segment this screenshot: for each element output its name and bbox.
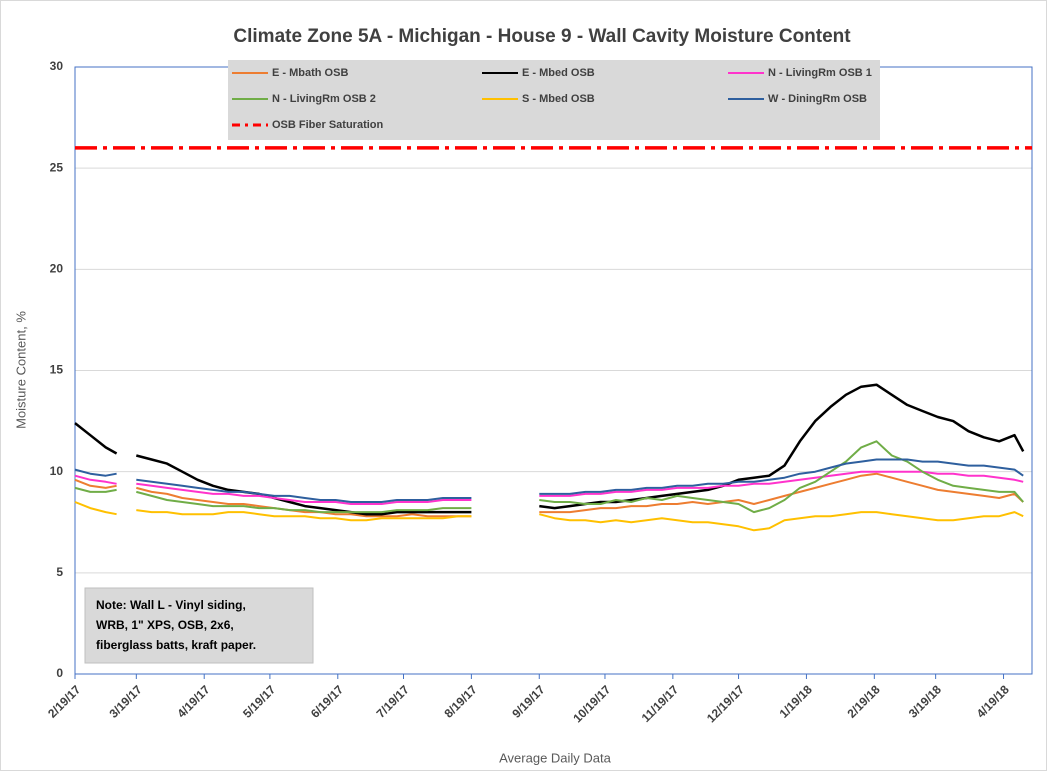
legend-box — [228, 60, 880, 140]
note: Note: Wall L - Vinyl siding, WRB, 1" XPS,… — [96, 598, 256, 652]
legend-label: S - Mbed OSB — [522, 93, 595, 105]
y-tick-label: 30 — [50, 59, 64, 73]
series-line — [74, 501, 1024, 532]
legend: E - Mbath OSB E - Mbed OSB N - LivingRm OS… — [232, 67, 872, 131]
y-tick-label: 5 — [56, 565, 63, 579]
y-tick-label: 10 — [50, 464, 64, 478]
note-text: fiberglass batts, kraft paper. — [96, 638, 256, 652]
note-text: WRB, 1" XPS, OSB, 2x6, — [96, 618, 234, 632]
y-tick-label: 0 — [56, 666, 63, 680]
note-text: Note: Wall L - Vinyl siding, — [96, 598, 246, 612]
series-line — [74, 440, 1024, 514]
legend-label: E - Mbed OSB — [522, 67, 595, 79]
series-line — [74, 470, 1024, 505]
y-tick-label: 15 — [50, 363, 64, 377]
y-axis-label: Moisture Content, % — [13, 311, 28, 429]
y-tick-label: 20 — [50, 262, 64, 276]
plot — [74, 146, 1032, 532]
chart-title: Climate Zone 5A - Michigan - House 9 - W… — [233, 26, 851, 47]
legend-label: W - DiningRm OSB — [768, 93, 867, 105]
legend-label: N - LivingRm OSB 1 — [768, 67, 872, 79]
legend-label: N - LivingRm OSB 2 — [272, 93, 376, 105]
y-tick-label: 25 — [50, 160, 64, 174]
series-line — [74, 458, 1024, 503]
x-axis-label: Average Daily Data — [499, 750, 612, 765]
note-box — [84, 587, 314, 664]
legend-label: E - Mbath OSB — [272, 67, 348, 79]
series-line — [74, 472, 1024, 518]
legend-label: OSB Fiber Saturation — [272, 119, 384, 131]
